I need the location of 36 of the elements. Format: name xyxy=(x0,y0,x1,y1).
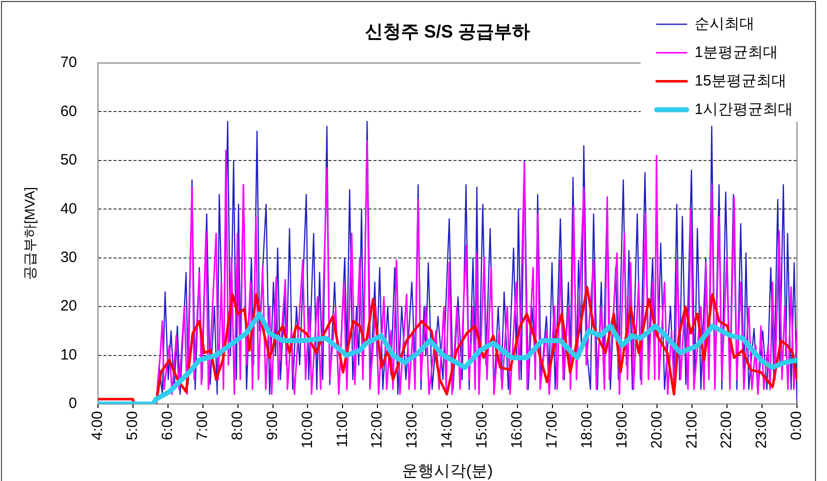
x-tick-label: 8:00 xyxy=(228,411,246,440)
legend-label: 순시최대 xyxy=(694,15,755,32)
x-tick-label: 6:00 xyxy=(159,411,176,440)
x-tick-label: 19:00 xyxy=(613,411,630,449)
legend-label: 15분평균최대 xyxy=(694,72,786,90)
x-tick-label: 9:00 xyxy=(264,411,281,440)
y-tick-label: 40 xyxy=(60,200,77,218)
y-tick-label: 70 xyxy=(60,54,77,72)
x-tick-label: 13:00 xyxy=(404,411,421,449)
x-tick-label: 12:00 xyxy=(368,411,386,449)
x-tick-label: 22:00 xyxy=(718,411,736,449)
x-tick-label: 0:00 xyxy=(788,411,806,440)
x-tick-label: 15:00 xyxy=(474,411,491,449)
x-tick-label: 18:00 xyxy=(578,411,596,449)
y-axis-title: 공급부하[MVA] xyxy=(21,186,38,280)
x-tick-label: 7:00 xyxy=(194,411,211,440)
chart-title: 신청주 S/S 공급부하 xyxy=(364,22,530,42)
y-tick-label: 50 xyxy=(60,152,77,169)
x-tick-label: 23:00 xyxy=(753,411,770,449)
x-axis-title: 운행시각(분) xyxy=(402,462,493,480)
x-tick-label: 14:00 xyxy=(438,411,456,449)
y-tick-label: 0 xyxy=(68,395,77,412)
y-tick-label: 10 xyxy=(60,346,77,364)
x-tick-label: 17:00 xyxy=(543,411,560,449)
x-tick-label: 21:00 xyxy=(683,411,700,449)
x-tick-label: 4:00 xyxy=(89,411,106,440)
x-tick-label: 16:00 xyxy=(508,411,526,449)
x-tick-label: 20:00 xyxy=(648,411,666,449)
y-tick-label: 30 xyxy=(60,249,77,266)
y-tick-label: 60 xyxy=(60,102,77,120)
x-tick-label: 5:00 xyxy=(124,411,142,440)
legend-label: 1분평균최대 xyxy=(694,44,778,61)
y-tick-label: 20 xyxy=(60,298,77,315)
x-tick-label: 11:00 xyxy=(334,411,351,448)
legend-label: 1시간평균최대 xyxy=(694,100,793,118)
x-tick-label: 10:00 xyxy=(298,411,316,449)
